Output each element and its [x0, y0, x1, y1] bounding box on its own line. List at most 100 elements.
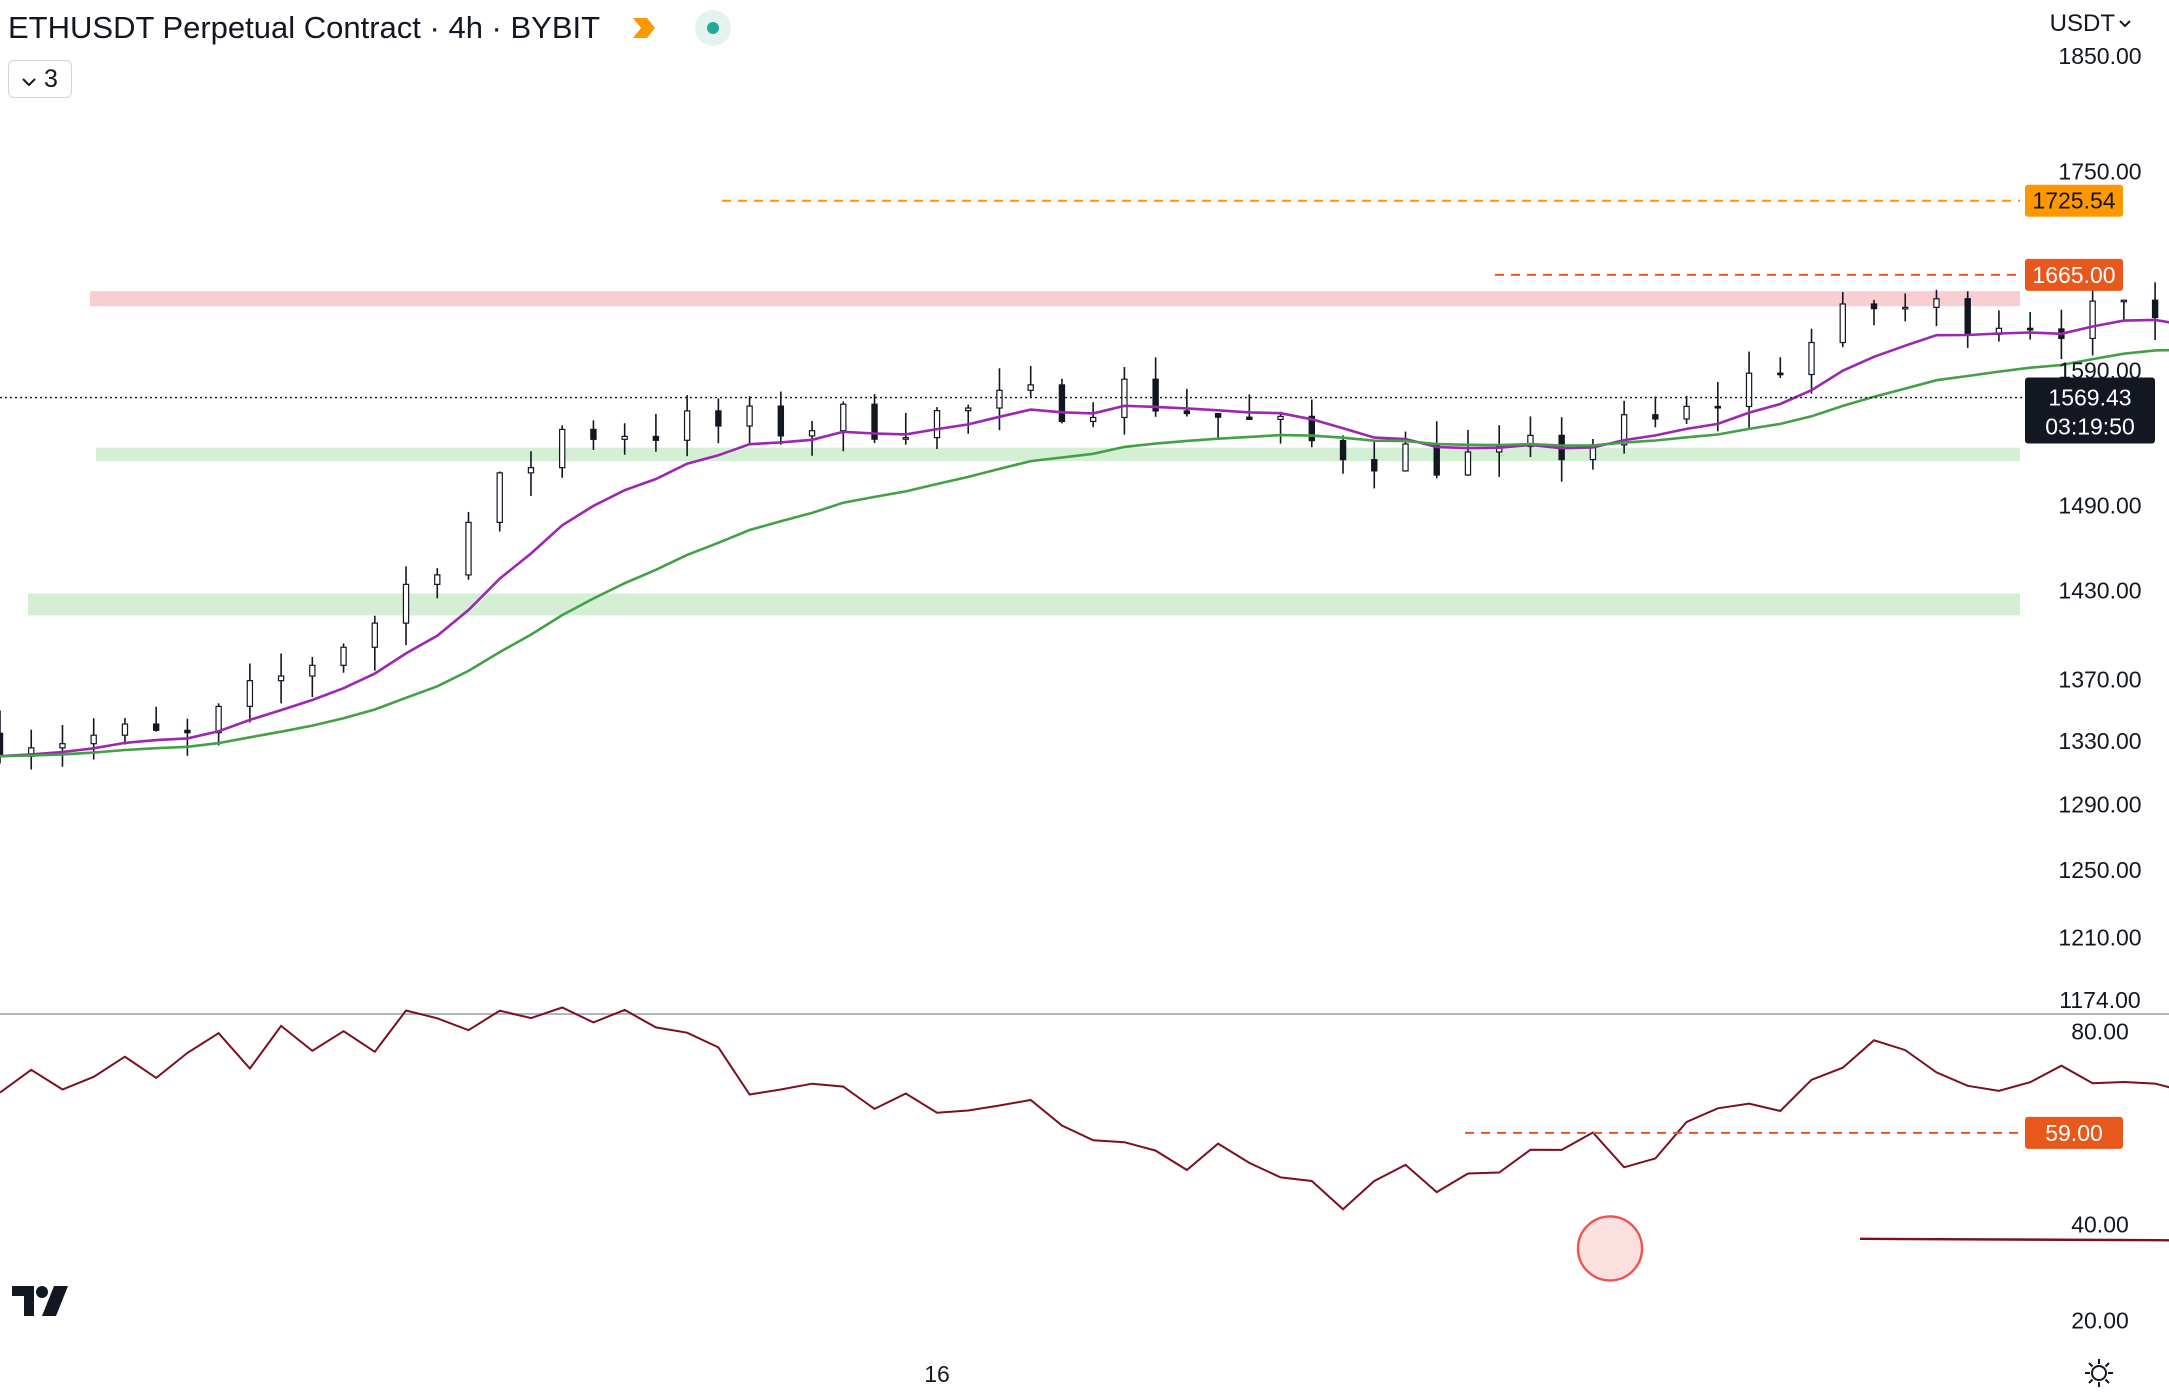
candle-body[interactable] — [1152, 378, 1159, 412]
chevron-down-icon — [2119, 20, 2131, 28]
candle-body[interactable] — [1214, 412, 1222, 418]
candle-body[interactable] — [1371, 459, 1378, 472]
candle-body[interactable] — [1683, 405, 1690, 420]
rsi-axis-label: 80.00 — [2071, 1019, 2129, 1045]
candle-body[interactable] — [1183, 410, 1191, 415]
candle-body[interactable] — [1027, 384, 1034, 391]
candle-body[interactable] — [434, 574, 441, 585]
rsi-level-tag[interactable] — [2025, 1116, 2123, 1149]
candle-body[interactable] — [871, 403, 878, 440]
price-axis-label: 1370.00 — [2058, 667, 2141, 693]
chevron-down-icon — [22, 65, 36, 94]
candle-body[interactable] — [1745, 372, 1753, 408]
price-level-tag[interactable] — [2025, 258, 2123, 291]
candle-body[interactable] — [1902, 306, 1909, 310]
current-price-tag[interactable] — [2025, 377, 2155, 444]
candle-body[interactable] — [215, 705, 222, 734]
candle-body[interactable] — [1402, 443, 1409, 472]
price-axis-label: 1750.00 — [2058, 159, 2141, 185]
price-level-tag-label: 1665.00 — [2032, 262, 2115, 288]
candle-body[interactable] — [746, 405, 753, 427]
candle-countdown-label: 03:19:50 — [2045, 414, 2135, 440]
candle-body[interactable] — [1433, 443, 1440, 476]
price-level-tag[interactable] — [2025, 184, 2123, 217]
bybit-logo-icon — [630, 14, 658, 42]
candle-body[interactable] — [2151, 299, 2159, 319]
tradingview-logo-icon[interactable] — [12, 1284, 74, 1323]
candle-body[interactable] — [0, 732, 4, 757]
candle-body[interactable] — [90, 734, 97, 745]
price-axis-label: 1290.00 — [2058, 791, 2141, 817]
candle-body[interactable] — [808, 430, 816, 437]
candle-body[interactable] — [558, 428, 566, 469]
candle-body[interactable] — [777, 405, 785, 437]
candle-body[interactable] — [683, 410, 691, 441]
candle-body[interactable] — [152, 723, 160, 731]
candle-body[interactable] — [527, 467, 535, 474]
symbol-title[interactable]: ETHUSDT Perpetual Contract · 4h · BYBIT — [8, 10, 601, 45]
candle-body[interactable] — [371, 622, 379, 648]
candle-body[interactable] — [933, 410, 941, 439]
indicator-count: 3 — [44, 64, 58, 93]
candle-body[interactable] — [2026, 327, 2034, 331]
candle-body[interactable] — [2120, 299, 2128, 303]
candle-body[interactable] — [965, 407, 972, 412]
candle-body[interactable] — [496, 472, 503, 523]
rsi-axis-label: 40.00 — [2071, 1211, 2129, 1237]
support-zone[interactable] — [96, 447, 2020, 462]
time-axis-label: 16 — [924, 1361, 950, 1387]
candle-body[interactable] — [1277, 415, 1284, 420]
candle-body[interactable] — [1246, 416, 1253, 420]
ema-fast-line[interactable] — [0, 232, 2169, 758]
candle-body[interactable] — [1652, 414, 1659, 420]
candle-body[interactable] — [1714, 405, 1722, 409]
rsi-highlight-circle[interactable] — [1576, 1215, 1644, 1282]
candle-body[interactable] — [1308, 415, 1315, 442]
candle-body[interactable] — [340, 646, 347, 666]
candle-body[interactable] — [1839, 303, 1846, 344]
candle-body[interactable] — [59, 743, 66, 749]
candle-body[interactable] — [1933, 298, 1940, 308]
candle-body[interactable] — [2089, 300, 2096, 340]
candle-body[interactable] — [309, 664, 316, 677]
candle-body[interactable] — [246, 680, 254, 707]
candle-body[interactable] — [184, 729, 191, 734]
candle-body[interactable] — [277, 675, 285, 682]
ema-slow-line[interactable] — [0, 248, 2169, 758]
candle-body[interactable] — [840, 403, 847, 432]
rsi-level-tag-label: 59.00 — [2045, 1120, 2103, 1146]
candle-body[interactable] — [1339, 439, 1347, 461]
candle-body[interactable] — [1464, 451, 1472, 476]
candle-body[interactable] — [1808, 341, 1815, 376]
candle-body[interactable] — [715, 410, 722, 427]
settings-gear-icon[interactable] — [2084, 1358, 2114, 1393]
candle-body[interactable] — [1777, 372, 1784, 376]
candle-body[interactable] — [402, 583, 410, 624]
currency-label: USDT — [2049, 10, 2115, 37]
price-axis-label: 1490.00 — [2058, 492, 2141, 518]
market-open-dot-icon — [695, 10, 731, 46]
rsi-trendline[interactable] — [1859, 1237, 2169, 1268]
candle-body[interactable] — [1058, 384, 1066, 423]
candle-body[interactable] — [1870, 303, 1878, 310]
candle-body[interactable] — [590, 428, 597, 440]
price-axis-label: 1174.00 — [2059, 987, 2140, 1013]
candle-body[interactable] — [465, 521, 472, 576]
candle-body[interactable] — [1121, 378, 1128, 419]
candle-body[interactable] — [1620, 414, 1628, 446]
candle-body[interactable] — [621, 435, 628, 440]
candle-body[interactable] — [652, 435, 660, 441]
resistance-zone[interactable] — [90, 291, 2020, 307]
candle-body[interactable] — [1964, 298, 1971, 335]
rsi-line[interactable] — [0, 1006, 2169, 1286]
candle-body[interactable] — [1089, 416, 1097, 423]
candle-body[interactable] — [1527, 434, 1534, 448]
indicator-collapse-button[interactable]: 3 — [8, 60, 72, 98]
candle-body[interactable] — [996, 389, 1003, 409]
candle-body[interactable] — [121, 723, 129, 736]
support-zone[interactable] — [28, 593, 2020, 616]
currency-selector[interactable]: USDT — [2050, 10, 2131, 38]
candle-body[interactable] — [902, 437, 909, 440]
price-axis-label: 1210.00 — [2058, 924, 2141, 950]
